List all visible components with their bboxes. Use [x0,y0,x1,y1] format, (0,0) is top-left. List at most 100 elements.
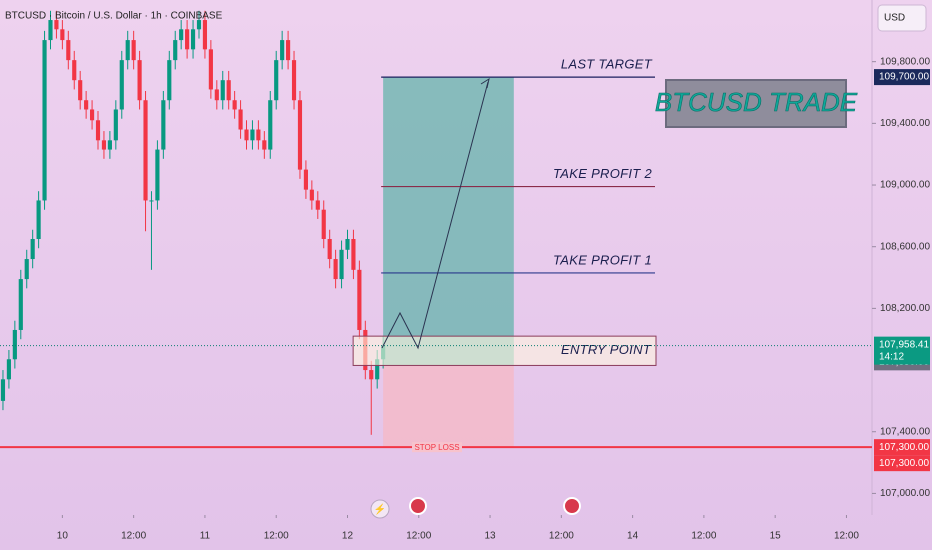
symbol-title: BTCUSD · Bitcoin / U.S. Dollar · 1h · CO… [5,11,223,22]
candle-body [12,329,17,360]
current-price-label: 107,958.41 [879,339,929,350]
candle-body [42,40,47,201]
currency-button[interactable] [877,4,927,32]
candle-body [131,40,136,61]
candle-body [60,29,65,41]
candle-body [179,29,184,41]
currency-label[interactable]: USD [884,13,905,24]
candle-body [232,100,237,110]
y-tick-label: 109,400.00 [880,118,930,129]
candle-body [286,40,291,61]
candle-body [18,279,23,330]
x-tick-label: 12:00 [406,531,431,542]
candle-body [149,200,154,202]
candle-body [167,60,172,101]
stop-loss-label: STOP LOSS [414,443,459,452]
candle-body [107,140,112,150]
candle-body [119,60,124,110]
level-label: TAKE PROFIT 2 [553,166,652,181]
candle-body [226,80,231,101]
event-flag[interactable] [563,497,581,515]
candle-body [333,259,338,280]
candle-body [315,200,320,210]
level-label: TAKE PROFIT 1 [553,252,652,267]
candle-body [125,40,130,61]
arrow-head [480,77,490,89]
watermark-text: BTCUSD TRADE [655,87,858,117]
candle-body [137,60,142,101]
x-tick-label: 12:00 [834,531,859,542]
candle-body [78,80,83,101]
stop-zone [383,365,514,448]
candle-body [220,80,225,101]
candle-body [351,238,356,270]
projection-arrow [381,81,489,350]
candle-body [173,40,178,61]
watermark-box [665,79,847,128]
y-tick-label: 108,200.00 [880,303,930,314]
candle-body [84,100,89,110]
candle-body [101,140,107,150]
y-tick-label: 109,800.00 [880,56,930,67]
x-tick-label: 13 [484,531,496,542]
candle-body [72,60,77,81]
countdown-label: 14:12 [879,351,904,362]
candle-body [89,109,95,121]
candle-body [369,370,374,380]
candle-body [208,49,213,90]
level-label: LAST TARGET [561,57,653,72]
candle-body [66,40,71,61]
price-tag [874,455,930,472]
candle-body [268,100,273,150]
candle-body [6,359,11,380]
candle-body [30,238,35,260]
x-tick-label: 11 [200,531,211,542]
price-tag [874,439,930,456]
x-tick-label: 12:00 [121,531,146,542]
candle-body [214,89,219,101]
price-tag-label: 109,700.00 [879,72,929,83]
candle-body [202,20,208,50]
x-tick-label: 12:00 [264,531,289,542]
x-tick-label: 14 [627,531,639,542]
candle-body [95,120,101,141]
candle-body [345,238,350,250]
candle-body [244,129,249,141]
target-zone [383,77,514,366]
candle-body [196,20,202,30]
candle-body [250,129,255,141]
y-tick-label: 108,600.00 [880,241,930,252]
event-flag[interactable] [409,497,427,515]
x-tick-label: 12 [342,531,354,542]
candle-body [54,20,59,30]
candle-body [262,140,267,150]
candle-body [113,109,118,141]
y-tick-label: 109,000.00 [880,180,930,191]
stop-loss-label-bg [412,442,462,453]
candle-body [375,359,380,380]
event-icon[interactable] [370,499,390,519]
entry-zone [352,335,657,366]
current-price-tag [874,336,930,365]
candle-body [161,100,166,150]
candle-body [190,29,196,50]
candle-body [256,129,261,141]
candle-body [155,149,160,201]
x-tick-label: 12:00 [691,531,716,542]
price-tag-label: 107,300.00 [879,458,929,469]
price-tag [874,69,930,86]
x-tick-label: 15 [770,531,782,542]
candle-body [36,200,41,239]
y-tick-label: 107,400.00 [880,426,930,437]
candle-body [327,238,332,260]
candle-body [143,100,148,201]
candle-body [185,29,190,50]
event-icon-glyph: ⚡ [374,503,386,516]
candle-body [24,259,29,280]
x-tick-label: 12:00 [549,531,574,542]
entry-label: ENTRY POINT [561,342,652,357]
candle-body [280,40,285,61]
candle-body [0,379,6,401]
candle-body [321,209,326,239]
